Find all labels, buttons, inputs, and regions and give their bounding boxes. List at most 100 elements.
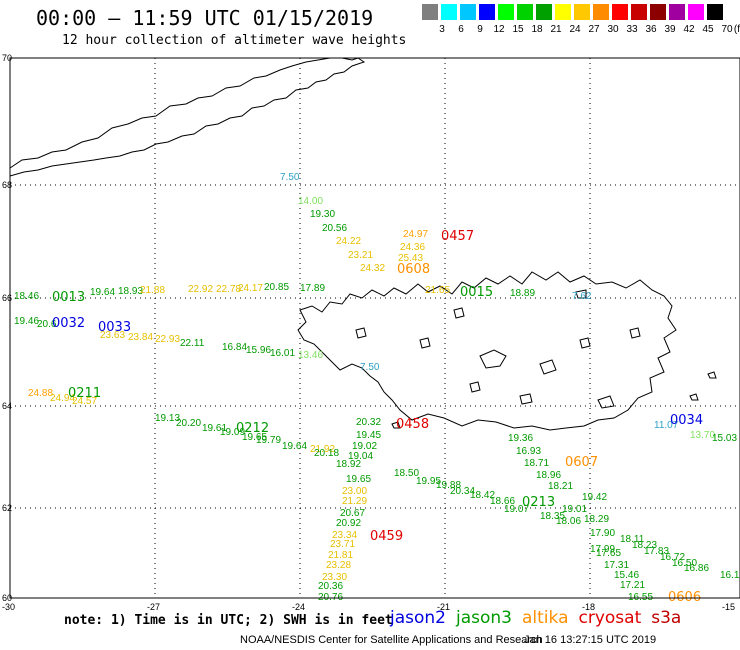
wave-height-value: 18.29: [584, 514, 609, 525]
legend-swatch: [593, 4, 609, 20]
wave-height-value: 25.43: [398, 253, 423, 264]
wave-height-value: 15.96: [246, 345, 271, 356]
legend-label: 36: [645, 24, 657, 35]
wave-height-value: 16.72: [660, 552, 685, 563]
lake-shape: [419, 337, 431, 349]
wave-height-value: 15.03: [712, 433, 737, 444]
wave-height-value: 19.46: [14, 316, 39, 327]
wave-height-value: 17.89: [300, 283, 325, 294]
wave-height-value: 19.65: [346, 474, 371, 485]
wave-height-value: 23.71: [330, 539, 355, 550]
track-time-label: 0607: [565, 455, 598, 470]
legend-label: 24: [569, 24, 581, 35]
lake-shape: [453, 307, 465, 319]
wave-height-value: 18.42: [470, 490, 495, 501]
track-time-label: 0013: [52, 290, 85, 305]
satellite-jason2: jason2: [390, 608, 446, 628]
track-time-label: 0212: [236, 421, 269, 436]
wave-height-value: 19.01: [562, 504, 587, 515]
wave-height-value: 24.32: [360, 263, 385, 274]
wave-height-value: 17.99: [590, 544, 615, 555]
legend-label: 30: [607, 24, 619, 35]
wave-height-value: 18.21: [548, 481, 573, 492]
wave-height-value: 18.06: [556, 516, 581, 527]
wave-height-value: 18.66: [490, 496, 515, 507]
legend-swatch: [441, 4, 457, 20]
wave-height-value: 17.65: [596, 548, 621, 559]
track-time-label: 0213: [522, 495, 555, 510]
lake-shape: [519, 393, 533, 405]
page-title: 00:00 – 11:59 UTC 01/15/2019: [36, 6, 374, 30]
legend-swatch: [612, 4, 628, 20]
wave-height-value: 23.30: [322, 572, 347, 583]
wave-height-value: 19.09: [220, 427, 245, 438]
wave-height-value: 19.13: [155, 413, 180, 424]
wave-height-value: 21.29: [342, 496, 367, 507]
legend-label: 70: [721, 24, 733, 35]
lat-label: 60: [2, 593, 12, 603]
lake-shape: [539, 359, 557, 375]
legend-label: 6: [458, 24, 464, 35]
lat-label: 66: [2, 293, 12, 303]
wave-height-value: 16.93: [516, 446, 541, 457]
wave-height-value: 19.42: [582, 492, 607, 503]
wave-height-value: 24.36: [400, 242, 425, 253]
wave-height-value: 16.1: [720, 570, 740, 581]
wave-height-value: 18.89: [510, 288, 535, 299]
wave-height-value: 20.34: [450, 486, 475, 497]
legend-swatch: [498, 4, 514, 20]
wave-height-value: 23.21: [348, 250, 373, 261]
wave-height-value: 20.20: [176, 418, 201, 429]
wave-height-value: 18.35: [540, 511, 565, 522]
lon-label: -30: [2, 602, 15, 612]
wave-height-value: 18.11: [620, 534, 645, 545]
wave-height-value: 20.6: [37, 319, 57, 330]
wave-height-value: 19.64: [90, 287, 115, 298]
lon-label: -24: [292, 602, 305, 612]
wave-height-value: 22.93: [155, 334, 180, 345]
track-time-label: 0458: [396, 417, 429, 432]
wave-height-value: 20.85: [264, 282, 289, 293]
track-time-label: 0459: [370, 529, 403, 544]
lon-label: -15: [722, 602, 735, 612]
legend-swatch: [517, 4, 533, 20]
wave-height-value: 24.97: [403, 229, 428, 240]
page-subtitle: 12 hour collection of altimeter wave hei…: [62, 33, 407, 48]
wave-height-value: 15.46: [614, 570, 639, 581]
island-shape: [391, 421, 401, 429]
wave-height-value: 19.45: [356, 430, 381, 441]
lake-shape: [629, 327, 641, 339]
lat-label: 70: [2, 53, 12, 63]
wave-height-value: 19.88: [436, 480, 461, 491]
wave-height-value: 23.84: [128, 332, 153, 343]
legend-swatch: [631, 4, 647, 20]
wave-height-value: 20.36: [318, 581, 343, 592]
wave-height-value: 20.18: [314, 448, 339, 459]
legend-swatch: [536, 4, 552, 20]
wave-height-value: 13.46: [298, 350, 323, 361]
wave-height-value: 20.92: [336, 518, 361, 529]
wave-height-value: 18.92: [336, 459, 361, 470]
wave-height-value: 20.32: [356, 417, 381, 428]
note-text: note: 1) Time is in UTC; 2) SWH is in fe…: [64, 613, 393, 628]
footer-timestamp: Jan 16 13:27:15 UTC 2019: [524, 634, 657, 646]
legend-swatch: [460, 4, 476, 20]
wave-height-value: 21.88: [140, 285, 165, 296]
wave-height-value: 16.01: [270, 348, 295, 359]
wave-height-value: 24.88: [28, 388, 53, 399]
lat-label: 68: [2, 180, 12, 190]
wave-height-value: 14.00: [298, 196, 323, 207]
wave-height-value: 16.84: [222, 342, 247, 353]
wave-height-value: 24.17: [238, 283, 263, 294]
wave-height-value: 24.22: [336, 236, 361, 247]
wave-height-value: 24.57: [72, 396, 97, 407]
satellite-s3a: s3a: [651, 608, 682, 628]
lake-shape: [579, 337, 591, 349]
wave-height-value: 18.96: [536, 470, 561, 481]
wave-height-value: 17.21: [620, 580, 645, 591]
iceland-coastline: [297, 271, 677, 431]
wave-height-value: 24.94: [50, 393, 75, 404]
wave-height-value: 19.04: [348, 451, 373, 462]
wave-height-value: 23.28: [326, 560, 351, 571]
